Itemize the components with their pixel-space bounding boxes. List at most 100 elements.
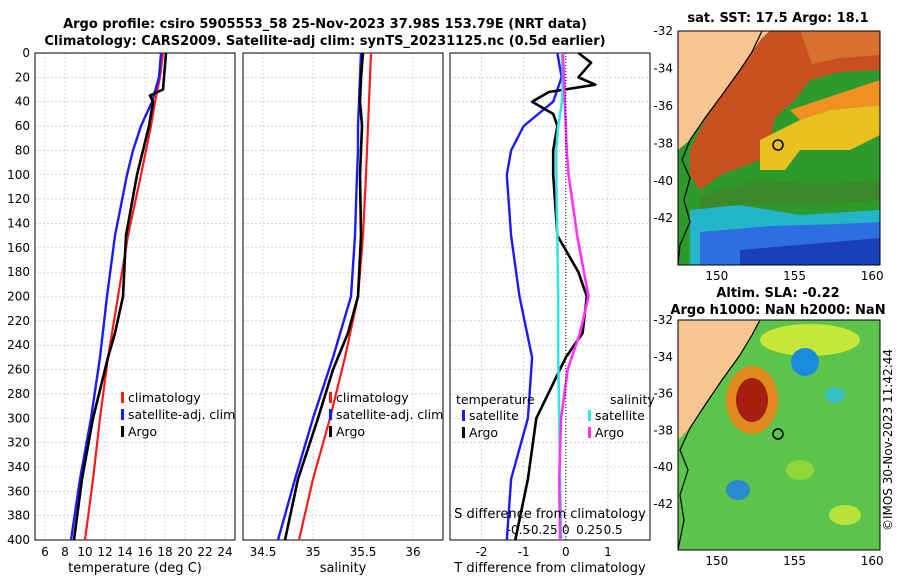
x-tick-label: 22: [197, 545, 212, 559]
map-y-tick: -32: [653, 313, 673, 327]
legend-swatch: [329, 409, 332, 420]
difference-frame: [449, 52, 651, 541]
y-tick-label: 320: [7, 436, 30, 450]
sla-blue-eddy-1: [791, 348, 819, 376]
series-temperature-satellite: [505, 52, 563, 541]
map-y-tick: -34: [653, 350, 673, 364]
legend-label: Argo: [469, 425, 498, 440]
map-y-tick: -38: [653, 136, 673, 150]
x-tick-label: 24: [217, 545, 232, 559]
sla-map-frame: [677, 319, 881, 551]
sla-map-subtitle: Argo h1000: NaN h2000: NaN: [670, 303, 885, 318]
map-y-tick: -40: [653, 460, 673, 474]
y-tick-label: 100: [7, 168, 30, 182]
salinity-xlabel: salinity: [320, 561, 367, 576]
legend-label: Argo: [128, 424, 157, 439]
sst-warm-patch: [800, 31, 880, 64]
map-y-tick: -32: [653, 24, 673, 38]
difference-xlabel: T difference from climatology: [453, 561, 646, 576]
x-tick-label: 16: [137, 545, 152, 559]
sst-yellow-band: [760, 105, 880, 170]
legend-title-salinity: salinity: [610, 392, 655, 407]
y-tick-label: 240: [7, 338, 30, 352]
s-tick-label: -0.5: [507, 523, 530, 537]
copyright-label: ©IMOS 30-Nov-2023 11:42:44: [881, 349, 895, 531]
map-x-tick: 155: [783, 554, 806, 568]
salinity-panel: 34.5 35 35.5 36 salinity climatology satellite…: [242, 52, 444, 576]
x-tick-label: 35: [305, 545, 320, 559]
legend-label: satellite: [469, 408, 519, 423]
legend-label: climatology: [128, 390, 201, 405]
series-climatology: [297, 52, 373, 541]
sst-orange-band: [790, 80, 880, 120]
x-tick-label: 6: [41, 545, 49, 559]
map-y-tick: -40: [653, 174, 673, 188]
legend-swatch: [329, 392, 332, 403]
y-tick-label: 0: [22, 46, 30, 60]
map-y-tick: -36: [653, 387, 673, 401]
y-tick-label: 20: [15, 70, 30, 84]
map-y-tick: -42: [653, 497, 673, 511]
sst-warm-current: [690, 31, 880, 190]
y-tick-label: 140: [7, 216, 30, 230]
x-tick-label: 20: [177, 545, 192, 559]
legend-label: Argo: [595, 425, 624, 440]
y-tick-label: 120: [7, 192, 30, 206]
sla-argo-marker: [772, 428, 784, 440]
x-tick-label: 8: [61, 545, 69, 559]
map-ticks: 150 155 160 -32 -34 -36 -38 -40 -42 150 155 160 -32 -…: [653, 24, 883, 568]
legend-label: satellite: [595, 408, 645, 423]
legend-label: satellite-adj. clim: [128, 407, 235, 422]
y-tick-label: 380: [7, 509, 30, 523]
x-tick-label: 14: [117, 545, 132, 559]
legend-label: Argo: [336, 424, 365, 439]
y-tick-label: 60: [15, 119, 30, 133]
y-tick-label: 360: [7, 484, 30, 498]
legend-swatch: [121, 392, 124, 403]
x-tick-label: 36: [405, 545, 420, 559]
series-temperature-argo: [514, 51, 597, 541]
sla-blue-eddy-2: [726, 480, 750, 500]
legend-label: climatology: [336, 390, 409, 405]
legend-swatch: [588, 410, 591, 421]
x-tick-label: 0: [562, 545, 570, 559]
salinity-frame: [242, 52, 444, 541]
y-tick-label: 80: [15, 143, 30, 157]
legend-swatch: [121, 426, 124, 437]
y-tick-label: 220: [7, 314, 30, 328]
series-argo: [72, 52, 168, 541]
map-x-tick: 160: [861, 269, 884, 283]
legend-swatch: [329, 426, 332, 437]
series-salinity-argo: [557, 52, 590, 541]
sla-map-title: Altim. SLA: -0.22: [716, 286, 839, 301]
x-tick-label: -1: [518, 545, 530, 559]
sla-red-eddy: [736, 378, 768, 422]
sst-argo-marker: [772, 139, 784, 151]
legend-swatch: [462, 427, 465, 438]
difference-panel: -2 -1 0 1 T difference from climatology tempe…: [449, 51, 655, 576]
title-line-2: Climatology: CARS2009. Satellite-adj cli…: [44, 34, 605, 49]
x-tick-label: 35.5: [350, 545, 377, 559]
y-tick-label: 300: [7, 411, 30, 425]
series-salinity-satellite: [554, 52, 565, 541]
sla-map: [677, 319, 881, 551]
y-tick-label: 400: [7, 533, 30, 547]
y-tick-label: 340: [7, 460, 30, 474]
sla-coastline: [678, 320, 761, 550]
map-y-tick: -34: [653, 61, 673, 75]
x-tick-label: 12: [97, 545, 112, 559]
y-tick-label: 180: [7, 265, 30, 279]
map-x-tick: 150: [705, 554, 728, 568]
series-argo: [283, 52, 365, 541]
sla-cyan-eddy-1: [825, 387, 845, 403]
x-tick-label: 18: [157, 545, 172, 559]
map-y-tick: -36: [653, 99, 673, 113]
sst-coastline: [678, 31, 763, 265]
sst-darkblue-band: [740, 238, 880, 265]
temperature-panel: 6 8 10 12 14 16 18 20 22 24 temperature (deg C) 0 20…: [7, 46, 236, 576]
difference-top-xlabel: S difference from climatology: [454, 507, 646, 522]
legend-title-temperature: temperature: [456, 392, 535, 407]
temperature-frame: [34, 52, 236, 541]
series-climatology: [83, 52, 165, 541]
